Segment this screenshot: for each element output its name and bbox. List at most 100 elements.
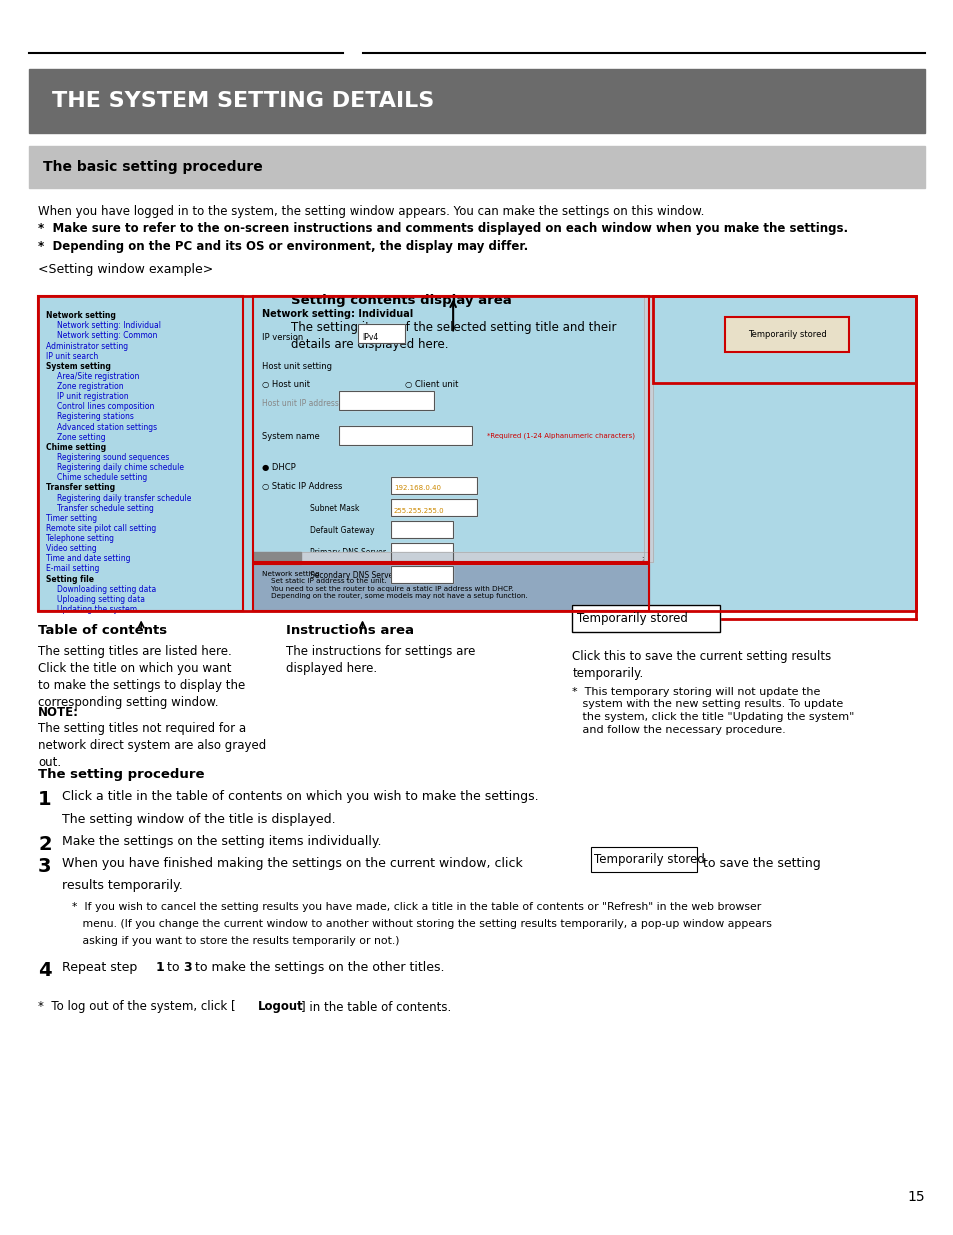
Text: IPv4: IPv4 [362,333,378,342]
Text: 1: 1 [38,790,51,809]
Text: 3: 3 [38,857,51,876]
Text: Network setting: Individual: Network setting: Individual [57,321,161,330]
Text: Updating the system: Updating the system [57,605,137,614]
Text: Click this to save the current setting results
temporarily.: Click this to save the current setting r… [572,650,831,679]
Text: Network setting: Individual: Network setting: Individual [262,309,414,319]
Text: *  Depending on the PC and its OS or environment, the display may differ.: * Depending on the PC and its OS or envi… [38,240,528,253]
Text: menu. (If you change the current window to another without storing the setting r: menu. (If you change the current window … [71,919,771,929]
Text: Chime schedule setting: Chime schedule setting [57,473,148,482]
Text: The setting window of the title is displayed.: The setting window of the title is displ… [62,813,335,826]
Text: Control lines composition: Control lines composition [57,403,154,411]
Text: Registering daily transfer schedule: Registering daily transfer schedule [57,494,192,503]
Text: Setting contents display area: Setting contents display area [291,294,511,308]
Text: IP unit search: IP unit search [46,352,98,361]
Bar [391,543,453,561]
Text: ● DHCP: ● DHCP [262,463,295,472]
Text: IP version: IP version [262,333,303,342]
Bar [38,296,243,611]
Text: ○ Client unit: ○ Client unit [405,380,458,389]
Text: E-mail setting: E-mail setting [46,564,99,573]
Text: 4: 4 [38,961,51,979]
Text: 192.168.0.40: 192.168.0.40 [394,485,440,492]
Text: Host unit setting: Host unit setting [262,362,332,370]
Text: Temporarily stored: Temporarily stored [577,613,687,625]
Text: Temporarily stored: Temporarily stored [594,853,704,866]
Text: Make the settings on the setting items individually.: Make the settings on the setting items i… [62,835,381,848]
Text: Temporarily stored: Temporarily stored [747,330,825,340]
Text: Setting file: Setting file [46,574,93,583]
Text: THE SYSTEM SETTING DETAILS: THE SYSTEM SETTING DETAILS [52,91,435,111]
Text: 15: 15 [907,1191,924,1204]
Bar [590,847,697,872]
Bar [253,564,648,611]
Text: *Required (1-24 Alphanumeric characters): *Required (1-24 Alphanumeric characters) [486,432,634,438]
Bar [38,296,243,611]
Text: Host unit IP address...: Host unit IP address... [262,399,346,408]
Text: to make the settings on the other titles.: to make the settings on the other titles… [191,961,444,974]
Bar [391,499,476,516]
Text: Secondary DNS Server: Secondary DNS Server [310,571,396,579]
Bar [253,552,300,564]
Text: Table of contents: Table of contents [38,624,167,637]
Text: Time and date setting: Time and date setting [46,555,131,563]
Text: Primary DNS Server: Primary DNS Server [310,548,386,557]
Text: The basic setting procedure: The basic setting procedure [43,159,262,174]
Text: Subnet Mask: Subnet Mask [310,504,359,513]
Bar [253,564,648,611]
Text: results temporarily.: results temporarily. [62,879,183,893]
Text: ○ Host unit: ○ Host unit [262,380,310,389]
Text: When you have logged in to the system, the setting window appears. You can make : When you have logged in to the system, t… [38,205,704,219]
Text: *  This temporary storing will not update the
   system with the new setting res: * This temporary storing will not update… [572,687,854,735]
Bar [338,391,434,410]
Bar [391,477,476,494]
Text: Remote site pilot call setting: Remote site pilot call setting [46,524,156,532]
Text: Default Gateway: Default Gateway [310,526,375,535]
Text: Click a title in the table of contents on which you wish to make the settings.: Click a title in the table of contents o… [62,790,538,804]
Text: The setting titles not required for a
network direct system are also grayed
out.: The setting titles not required for a ne… [38,722,266,769]
Text: Advanced station settings: Advanced station settings [57,422,157,431]
Bar [253,296,648,562]
Text: Network setting: Network setting [46,311,115,320]
Bar [391,543,453,561]
Text: System name: System name [262,432,320,441]
Text: IP unit registration: IP unit registration [57,393,129,401]
Bar [253,296,648,562]
Text: NOTE:: NOTE: [38,706,79,720]
Bar [357,324,405,343]
Text: Registering daily chime schedule: Registering daily chime schedule [57,463,184,472]
Text: <: < [257,556,263,561]
Text: Video setting: Video setting [46,545,96,553]
Bar [253,552,648,564]
Text: Area/Site registration: Area/Site registration [57,372,139,380]
Bar [572,605,720,632]
Text: The setting procedure: The setting procedure [38,768,205,782]
Text: Transfer schedule setting: Transfer schedule setting [57,504,154,513]
Bar [653,296,915,383]
Text: The setting items of the selected setting title and their
details are displayed : The setting items of the selected settin… [291,321,616,351]
Text: Downloading setting data: Downloading setting data [57,584,156,594]
Text: Instructions area: Instructions area [286,624,414,637]
Bar [643,296,653,562]
Bar [724,317,848,352]
Text: 255.255.255.0: 255.255.255.0 [394,508,444,514]
Text: Registering stations: Registering stations [57,412,134,421]
Text: *  Make sure to refer to the on-screen instructions and comments displayed on ea: * Make sure to refer to the on-screen in… [38,222,847,236]
Bar [38,296,915,611]
Text: System setting: System setting [46,362,111,370]
Text: Logout: Logout [257,1000,303,1014]
Text: Chime setting: Chime setting [46,443,106,452]
Bar [724,317,848,352]
Bar [338,391,434,410]
Text: Uploading setting data: Uploading setting data [57,595,145,604]
Text: When you have finished making the settings on the current window, click: When you have finished making the settin… [62,857,522,871]
Text: The setting titles are listed here.
Click the title on which you want
to make th: The setting titles are listed here. Clic… [38,645,245,709]
Bar [29,69,924,133]
Text: Zone setting: Zone setting [57,432,106,442]
Text: to: to [163,961,183,974]
Bar [357,324,405,343]
Bar [338,426,472,445]
Text: <Setting window example>: <Setting window example> [38,263,213,277]
Text: *  To log out of the system, click [: * To log out of the system, click [ [38,1000,235,1014]
Text: The instructions for settings are
displayed here.: The instructions for settings are displa… [286,645,476,674]
Text: Zone registration: Zone registration [57,382,124,391]
